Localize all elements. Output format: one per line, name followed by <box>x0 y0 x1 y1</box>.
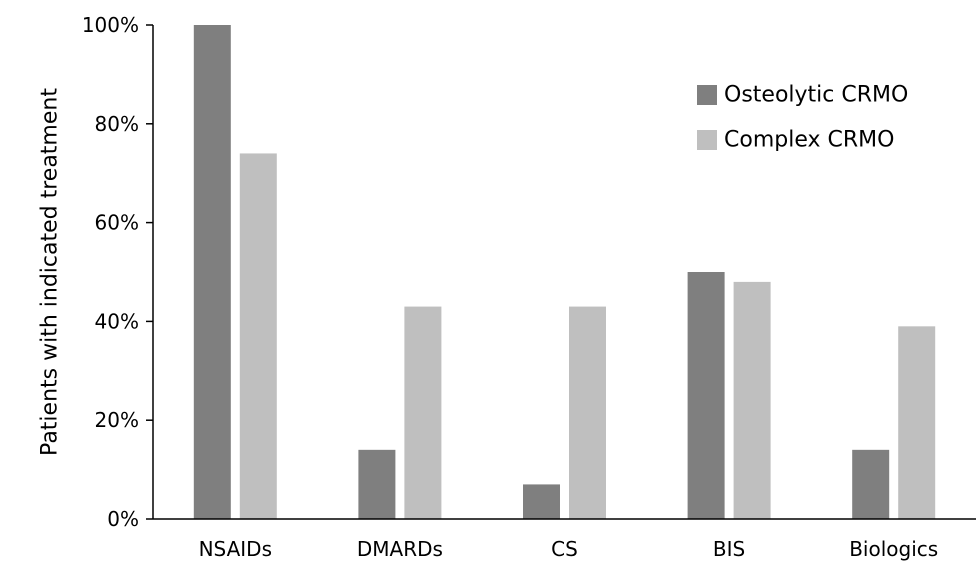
bars <box>193 25 936 519</box>
x-tick-label: NSAIDs <box>199 537 272 561</box>
y-axis-title: Patients with indicated treatment <box>38 88 63 456</box>
y-axis-ticks: 0% 20% 40% 60% 80% 100% <box>82 13 153 531</box>
bar-osteolytic-crmo-cs <box>523 484 560 519</box>
bar-osteolytic-crmo-nsaids <box>193 25 231 519</box>
legend-swatch <box>697 85 717 105</box>
y-tick-label: 40% <box>95 309 139 333</box>
x-tick-label: DMARDs <box>357 537 443 561</box>
bar-complex-crmo-cs <box>569 306 606 519</box>
y-tick-label: 0% <box>107 507 139 531</box>
legend: Osteolytic CRMO Complex CRMO <box>697 83 908 153</box>
x-tick-label: Biologics <box>849 537 938 561</box>
bar-complex-crmo-dmards <box>404 306 442 519</box>
y-tick-label: 60% <box>95 211 139 235</box>
x-axis-labels: NSAIDs DMARDs CS BIS Biologics <box>199 537 939 561</box>
bar-complex-crmo-biologics <box>898 326 936 519</box>
y-tick-label: 20% <box>95 408 139 432</box>
bar-complex-crmo-bis <box>733 281 771 519</box>
legend-label: Osteolytic CRMO <box>724 83 908 108</box>
bar-complex-crmo-nsaids <box>239 153 277 519</box>
bar-osteolytic-crmo-bis <box>687 272 725 519</box>
y-tick-label: 80% <box>95 112 139 136</box>
bar-osteolytic-crmo-dmards <box>358 449 396 519</box>
y-tick-label: 100% <box>82 13 139 37</box>
bar-osteolytic-crmo-biologics <box>852 449 890 519</box>
legend-label: Complex CRMO <box>724 128 894 153</box>
legend-swatch <box>697 130 717 150</box>
x-tick-label: BIS <box>713 537 745 561</box>
x-tick-label: CS <box>551 537 578 561</box>
